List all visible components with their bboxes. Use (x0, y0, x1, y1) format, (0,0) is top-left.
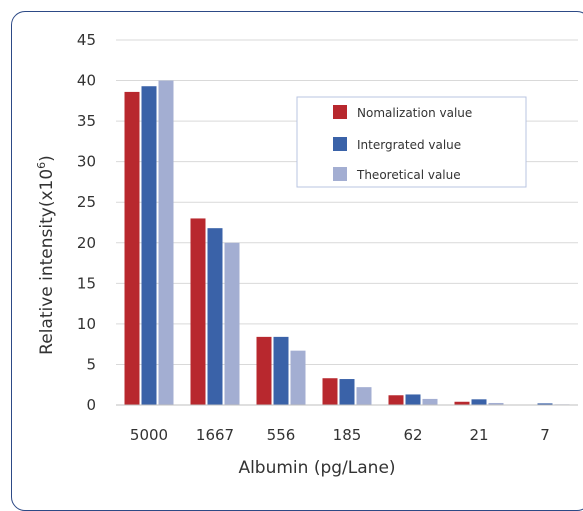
y-axis-ticks: 0 5 10 15 20 25 30 35 40 45 (77, 31, 96, 414)
chart-frame (11, 11, 583, 511)
bar (471, 399, 487, 405)
bar (388, 395, 404, 405)
bar (322, 378, 338, 405)
y-tick-label: 40 (77, 72, 96, 90)
legend-label: Intergrated value (357, 138, 461, 152)
y-axis-title: Relative intensity(x106) (35, 155, 57, 355)
bar (290, 350, 306, 405)
bar (537, 403, 553, 405)
x-tick-label: 7 (540, 426, 550, 444)
legend-label: Theoretical value (356, 168, 461, 182)
x-tick-label: 5000 (130, 426, 168, 444)
y-axis-title-superscript: 6 (35, 162, 48, 169)
x-axis-ticks: 5000 1667 556 185 62 21 7 (130, 426, 550, 444)
y-tick-label: 20 (77, 234, 96, 252)
legend-label: Nomalization value (357, 106, 472, 120)
bar-chart: 0 5 10 15 20 25 30 35 40 45 5000 1667 556 185 62 21 7 A… (35, 31, 578, 478)
legend-swatch (333, 137, 347, 151)
bar (339, 379, 355, 405)
x-tick-label: 21 (469, 426, 488, 444)
bar (273, 336, 289, 405)
x-tick-label: 556 (267, 426, 296, 444)
bar (405, 394, 421, 405)
x-tick-label: 1667 (196, 426, 234, 444)
legend: Nomalization value Intergrated value The… (296, 96, 527, 188)
x-tick-label: 62 (403, 426, 422, 444)
x-axis-title: Albumin (pg/Lane) (238, 458, 395, 478)
legend-swatch (333, 167, 347, 181)
bar (356, 387, 372, 405)
legend-swatch (333, 105, 347, 119)
legend-item: Nomalization value (333, 105, 472, 120)
y-tick-label: 30 (77, 153, 96, 171)
y-tick-label: 0 (86, 396, 96, 414)
bars (124, 80, 570, 406)
y-tick-label: 15 (77, 274, 96, 292)
gridlines (116, 39, 578, 365)
bar (158, 80, 174, 406)
bar (141, 86, 157, 405)
y-tick-label: 45 (77, 31, 96, 49)
bar (207, 228, 223, 405)
y-tick-label: 35 (77, 112, 96, 130)
bar (190, 218, 206, 405)
x-tick-label: 185 (333, 426, 362, 444)
y-tick-label: 10 (77, 315, 96, 333)
bar (124, 91, 140, 406)
bar (488, 402, 504, 405)
y-axis-title-main: Relative intensity(x10 (37, 169, 57, 355)
y-tick-label: 25 (77, 193, 96, 211)
legend-item: Theoretical value (333, 167, 461, 182)
bar (256, 336, 272, 405)
bar (454, 401, 470, 405)
bar (224, 242, 240, 405)
legend-item: Intergrated value (333, 137, 461, 152)
bar (422, 398, 438, 405)
y-axis-title-close: ) (37, 155, 57, 162)
y-tick-label: 5 (86, 355, 96, 373)
